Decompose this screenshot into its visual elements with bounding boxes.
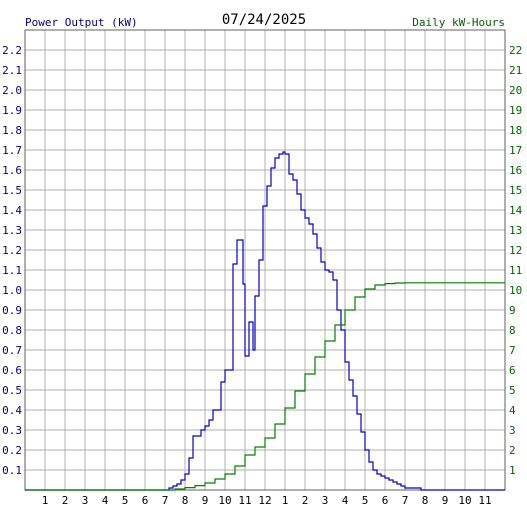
y-tick-label: 2.0 <box>2 84 22 97</box>
y2-tick-label: 2 <box>509 444 516 457</box>
x-tick-label: 6 <box>382 494 389 507</box>
y2-tick-label: 19 <box>509 104 522 117</box>
x-tick-label: 4 <box>342 494 349 507</box>
x-tick-label: 8 <box>182 494 189 507</box>
y2-tick-label: 7 <box>509 344 516 357</box>
y-tick-label: 1.0 <box>2 284 22 297</box>
y2-tick-label: 11 <box>509 264 522 277</box>
y2-tick-label: 16 <box>509 164 522 177</box>
x-tick-label: 1 <box>282 494 289 507</box>
y-axis-label: Power Output (kW) <box>25 16 138 29</box>
y-tick-label: 0.4 <box>2 404 22 417</box>
y-tick-label: 0.1 <box>2 464 22 477</box>
x-tick-label: 2 <box>62 494 69 507</box>
x-tick-label: 5 <box>362 494 369 507</box>
y2-tick-label: 22 <box>509 44 522 57</box>
x-tick-label: 8 <box>422 494 429 507</box>
y2-tick-label: 12 <box>509 244 522 257</box>
x-tick-label: 3 <box>82 494 89 507</box>
y-tick-label: 0.8 <box>2 324 22 337</box>
y-tick-label: 0.6 <box>2 364 22 377</box>
y2-tick-label: 4 <box>509 404 516 417</box>
x-tick-label: 4 <box>102 494 109 507</box>
y2-tick-label: 10 <box>509 284 522 297</box>
plot-frame <box>24 29 506 491</box>
y2-tick-label: 13 <box>509 224 522 237</box>
y2-tick-label: 3 <box>509 424 516 437</box>
y-tick-label: 0.7 <box>2 344 22 357</box>
y2-tick-label: 9 <box>509 304 516 317</box>
x-tick-label: 2 <box>302 494 309 507</box>
y-tick-label: 0.5 <box>2 384 22 397</box>
y2-tick-label: 17 <box>509 144 522 157</box>
y-tick-label: 0.2 <box>2 444 22 457</box>
y-tick-label: 1.7 <box>2 144 22 157</box>
x-tick-label: 6 <box>142 494 149 507</box>
x-tick-label: 9 <box>202 494 209 507</box>
grid-lines <box>25 30 505 490</box>
y2-tick-label: 18 <box>509 124 522 137</box>
chart-title: 07/24/2025 <box>222 12 306 28</box>
y2-tick-label: 6 <box>509 364 516 377</box>
y2-tick-label: 14 <box>509 204 523 217</box>
y-tick-label: 1.8 <box>2 124 22 137</box>
y-tick-label: 1.1 <box>2 264 22 277</box>
x-tick-label: 12 <box>258 494 271 507</box>
y-tick-label: 1.5 <box>2 184 22 197</box>
x-tick-label: 10 <box>458 494 471 507</box>
x-tick-label: 11 <box>238 494 251 507</box>
power-output-series-line <box>25 151 505 491</box>
x-tick-label: 10 <box>218 494 231 507</box>
x-tick-label: 7 <box>162 494 169 507</box>
y2-tick-label: 1 <box>509 464 516 477</box>
y-tick-label: 1.4 <box>2 204 22 217</box>
y2-tick-label: 5 <box>509 384 516 397</box>
x-tick-label: 5 <box>122 494 129 507</box>
series-lines <box>25 151 505 491</box>
x-tick-label: 9 <box>442 494 449 507</box>
y2-tick-label: 21 <box>509 64 522 77</box>
y-tick-label: 2.2 <box>2 44 22 57</box>
y2-tick-label: 15 <box>509 184 522 197</box>
y-tick-label: 1.6 <box>2 164 22 177</box>
x-tick-label: 7 <box>402 494 409 507</box>
x-tick-label: 11 <box>478 494 491 507</box>
y-axis-ticks: 0.1 0.2 0.3 0.4 0.5 0.6 0.7 0.8 0.9 1.0 1.1 1.2 1.3 1… <box>2 44 22 477</box>
y-tick-label: 2.1 <box>2 64 22 77</box>
x-axis-ticks: 1 2 3 4 5 6 7 8 9 10 11 12 1 2 3 4 5 6 7 8 9 10 11 <box>42 494 492 507</box>
y-tick-label: 0.9 <box>2 304 22 317</box>
y2-axis-label: Daily kW-Hours <box>412 16 505 29</box>
y-tick-label: 1.3 <box>2 224 22 237</box>
y2-tick-label: 20 <box>509 84 522 97</box>
y-tick-label: 1.2 <box>2 244 22 257</box>
x-tick-label: 3 <box>322 494 329 507</box>
y2-tick-label: 8 <box>509 324 516 337</box>
y-tick-label: 1.9 <box>2 104 22 117</box>
x-tick-label: 1 <box>42 494 49 507</box>
daily-kwh-series-line <box>25 282 505 491</box>
y-tick-label: 0.3 <box>2 424 22 437</box>
